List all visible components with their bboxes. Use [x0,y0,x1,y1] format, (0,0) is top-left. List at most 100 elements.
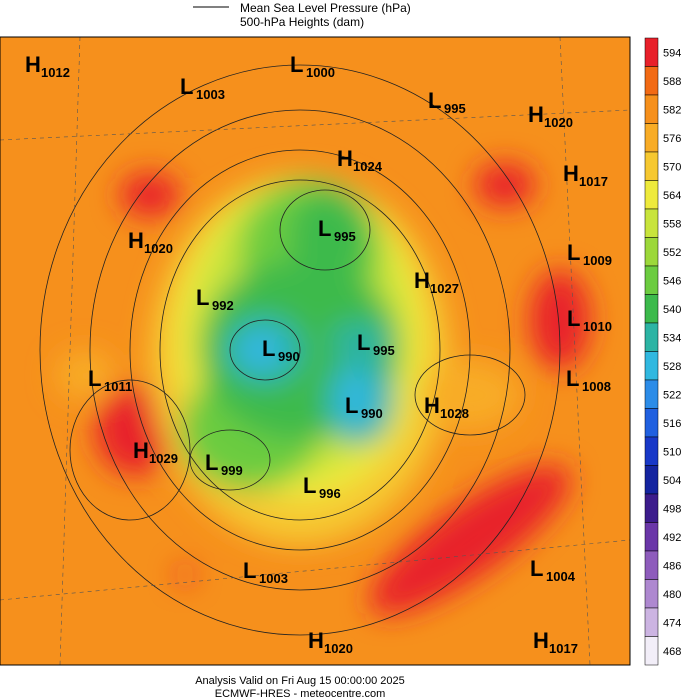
system-kind: L [205,450,218,475]
colorbar-label: 582 [663,104,681,116]
system-pressure: 1003 [196,87,225,102]
graticule [59,37,81,665]
colorbar-cell [644,465,659,495]
isobar [69,379,191,521]
colorbar-cell [644,66,659,96]
colorbar-cell [644,180,659,210]
system-kind: L [180,74,193,99]
system-pressure: 992 [212,298,234,313]
system-kind: L [88,366,101,391]
system-pressure: 1011 [104,379,132,394]
height-blob [369,465,571,615]
isobar [39,64,561,636]
system-kind: H [128,228,144,253]
system-kind: L [530,556,543,581]
colorbar-cell [644,237,659,267]
colorbar-cell [644,607,659,637]
colorbar-label: 546 [663,275,681,287]
system-pressure: 1012 [41,65,70,80]
colorbar-cell [644,522,659,552]
colorbar-cell [644,436,659,466]
colorbar-cell [644,265,659,295]
system-pressure: 1004 [546,569,576,584]
system-kind: H [337,146,353,171]
legend-fill-label: 500-hPa Heights (dam) [240,15,364,29]
colorbar-label: 522 [663,389,681,401]
height-blob [290,190,370,280]
system-pressure: 1010 [583,319,612,334]
colorbar-cell [644,208,659,238]
height-blob [335,370,375,430]
system-kind: L [428,88,441,113]
colorbar-cell [644,550,659,580]
system-pressure: 1017 [579,174,608,189]
isobar [279,189,371,271]
isobar [89,109,511,591]
system-pressure: 1009 [583,253,612,268]
colorbar-label: 468 [663,646,681,658]
system-kind: H [133,438,149,463]
colorbar-label: 552 [663,247,681,259]
colorbar-cell [644,322,659,352]
system-pressure: 1029 [149,451,178,466]
colorbar-cell [644,123,659,153]
graticule [0,109,630,141]
system-pressure: 1003 [259,571,288,586]
colorbar-label: 558 [663,218,681,230]
graticule [559,37,591,665]
height-blob [530,270,590,370]
colorbar-cell [644,351,659,381]
system-pressure: 1027 [430,281,459,296]
system-kind: H [25,52,41,77]
system-kind: L [345,393,358,418]
colorbar-cell [644,493,659,523]
height-blob [120,173,180,217]
system-pressure: 996 [319,486,341,501]
colorbar-label: 492 [663,532,681,544]
colorbar-label: 564 [663,190,681,202]
height-blob [420,360,520,430]
height-blob [95,385,175,475]
colorbar-cell [644,379,659,409]
system-kind: L [567,306,580,331]
footer-valid: Analysis Valid on Fri Aug 15 00:00:00 20… [195,675,405,687]
colorbar-label: 474 [663,617,681,629]
system-kind: L [567,240,580,265]
system-kind: L [303,473,316,498]
colorbar-cell [644,294,659,324]
system-kind: L [357,330,370,355]
height-blob [235,328,285,372]
isobar [189,429,271,491]
colorbar-label: 576 [663,133,681,145]
colorbar-cell [644,94,659,124]
graticule [0,539,630,601]
system-kind: L [290,52,303,77]
system-kind: L [318,216,331,241]
height-fill [55,163,590,615]
system-pressure: 1017 [549,641,578,656]
system-kind: H [414,268,430,293]
colorbar-label: 588 [663,76,681,88]
map-area [0,37,630,665]
height-blob [55,350,115,400]
system-pressure: 1020 [144,241,173,256]
contours [0,37,630,665]
system-kind: L [566,366,579,391]
system-pressure: 1020 [544,115,573,130]
system-kind: H [533,628,549,653]
colorbar-label: 540 [663,304,681,316]
footer-source: ECMWF-HRES - meteocentre.com [215,688,386,700]
isobar [159,179,441,521]
system-pressure: 990 [278,349,300,364]
system-kind: L [196,285,209,310]
colorbar: 594 588 582 576 570 564 558 552 546 540 534 528 522 5… [644,37,681,666]
isobar [414,354,526,436]
system-kind: H [563,161,579,186]
colorbar-label: 480 [663,589,681,601]
colorbar-label: 504 [663,475,681,487]
system-kind: L [262,336,275,361]
colorbar-label: 570 [663,161,681,173]
height-blob [177,567,193,583]
colorbar-label: 594 [663,47,681,59]
